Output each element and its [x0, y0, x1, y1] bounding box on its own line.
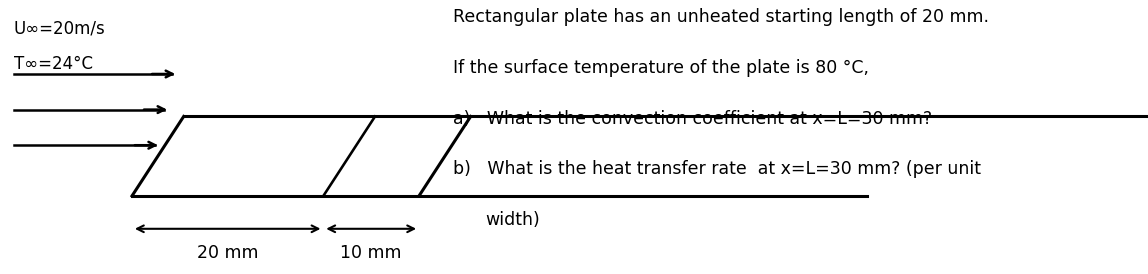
Text: If the surface temperature of the plate is 80 °C,: If the surface temperature of the plate …	[453, 59, 869, 77]
Text: width): width)	[486, 211, 541, 229]
Text: 20 mm: 20 mm	[197, 244, 258, 262]
Text: U∞=20m/s: U∞=20m/s	[14, 19, 106, 37]
Text: b)   What is the heat transfer rate  at x=L=30 mm? (per unit: b) What is the heat transfer rate at x=L…	[453, 160, 982, 178]
Text: Rectangular plate has an unheated starting length of 20 mm.: Rectangular plate has an unheated starti…	[453, 8, 990, 26]
Text: a)   What is the convection coefficient at x=L=30 mm?: a) What is the convection coefficient at…	[453, 110, 932, 128]
Text: T∞=24°C: T∞=24°C	[14, 55, 93, 73]
Text: 10 mm: 10 mm	[341, 244, 402, 262]
